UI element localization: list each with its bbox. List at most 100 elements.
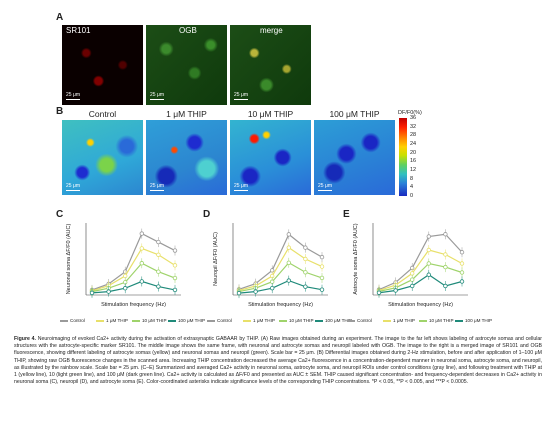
x-axis-label: Stimulation frequency (Hz) bbox=[248, 302, 313, 308]
legend-item: 1 μM THIP bbox=[243, 318, 275, 323]
panel-b-letter: B bbox=[56, 106, 64, 117]
scale-bar bbox=[234, 99, 248, 100]
legend-label: 100 μM THIP bbox=[465, 318, 493, 323]
scale-bar-label: 25 μm bbox=[66, 92, 80, 98]
series-line bbox=[238, 262, 323, 293]
data-point bbox=[172, 248, 178, 253]
data-point bbox=[172, 275, 178, 281]
data-point bbox=[459, 261, 465, 266]
thip10-diff-image: 25 μm bbox=[230, 120, 311, 195]
data-point bbox=[172, 287, 178, 293]
scale-bar-label: 25 μm bbox=[234, 183, 248, 189]
data-point bbox=[156, 284, 161, 289]
merge-title: merge bbox=[260, 26, 283, 35]
legend-item: 100 μM THIP bbox=[168, 318, 205, 323]
scale-bar bbox=[66, 99, 80, 100]
legend-label: 1 μM THIP bbox=[253, 318, 275, 323]
control-title: Control bbox=[88, 109, 117, 119]
scale-bar bbox=[318, 190, 332, 191]
data-point bbox=[122, 273, 128, 279]
scale-bar bbox=[234, 190, 248, 191]
data-point bbox=[286, 245, 291, 250]
data-point bbox=[443, 252, 448, 257]
data-point bbox=[376, 290, 382, 295]
ogb-title: OGB bbox=[179, 26, 197, 35]
scale-bar-label: 25 μm bbox=[150, 92, 164, 98]
series-line bbox=[378, 274, 463, 294]
legend-swatch bbox=[383, 320, 391, 322]
legend-swatch bbox=[315, 320, 323, 322]
series-line bbox=[91, 232, 176, 291]
data-point bbox=[393, 288, 398, 293]
legend-swatch bbox=[455, 320, 463, 322]
legend-label: 1 μM THIP bbox=[393, 318, 415, 323]
thip100-title: 100 μM THIP bbox=[329, 109, 380, 119]
legend-swatch bbox=[60, 320, 68, 322]
legend-item: 100 μM THIP bbox=[455, 318, 492, 323]
legend-item: 100 μM THIP bbox=[315, 318, 352, 323]
legend-item: 10 μM THIP bbox=[132, 318, 167, 323]
data-point bbox=[286, 232, 291, 237]
data-point bbox=[426, 272, 431, 277]
figure-caption: Figure 4. Neuroimaging of evoked Ca2+ ac… bbox=[14, 336, 542, 386]
legend-label: 10 μM THIP bbox=[429, 318, 454, 323]
panel-letter: E bbox=[343, 209, 350, 220]
data-point bbox=[139, 261, 144, 266]
data-point bbox=[139, 231, 144, 236]
legend-swatch bbox=[419, 320, 427, 322]
data-point bbox=[106, 289, 111, 294]
data-point bbox=[410, 277, 415, 282]
data-point bbox=[303, 284, 308, 289]
legend-item: 1 μM THIP bbox=[96, 318, 128, 323]
control-diff-image: 25 μm bbox=[62, 120, 143, 195]
series-line bbox=[91, 247, 176, 292]
legend-label: 100 μM THIP bbox=[178, 318, 206, 323]
data-point bbox=[443, 232, 448, 237]
thip100-diff-image: 25 μm bbox=[314, 120, 395, 195]
data-point bbox=[459, 250, 465, 255]
panel-letter: C bbox=[56, 209, 63, 220]
legend-swatch bbox=[279, 320, 287, 322]
scale-bar bbox=[150, 190, 164, 191]
data-point bbox=[426, 247, 431, 253]
scale-bar bbox=[66, 190, 80, 191]
series-line bbox=[91, 280, 176, 294]
thip1-title: 1 μM THIP bbox=[166, 109, 207, 119]
colorbar bbox=[399, 118, 407, 196]
colorbar-tick: 36 bbox=[410, 115, 417, 121]
data-point bbox=[319, 275, 325, 281]
legend-swatch bbox=[168, 320, 176, 322]
data-point bbox=[443, 283, 448, 289]
series-line bbox=[238, 246, 323, 292]
series-line bbox=[91, 262, 176, 293]
data-point bbox=[459, 270, 465, 275]
sr101-title: SR101 bbox=[66, 26, 91, 35]
data-point bbox=[303, 256, 308, 262]
data-point bbox=[286, 278, 291, 283]
colorbar-tick: 24 bbox=[410, 141, 417, 147]
chart-panel-d: D Neuropil ΔF/F0 (AUC) Stimulation frequen… bbox=[203, 209, 328, 308]
series-line bbox=[238, 279, 323, 294]
thip10-title: 10 μM THIP bbox=[247, 109, 294, 119]
merge-image: merge 25 μm bbox=[230, 25, 311, 105]
series-line bbox=[378, 233, 463, 291]
legend-label: Control bbox=[217, 318, 232, 323]
legend-swatch bbox=[96, 320, 104, 322]
colorbar-title: DF/F0(%) bbox=[398, 110, 422, 116]
colorbar-tick: 8 bbox=[410, 175, 414, 182]
data-point bbox=[286, 260, 291, 265]
scale-bar-label: 25 μm bbox=[150, 183, 164, 189]
data-point bbox=[156, 269, 161, 274]
x-axis-label: Stimulation frequency (Hz) bbox=[388, 302, 453, 308]
colorbar-tick: 12 bbox=[410, 167, 417, 173]
legend-item: 10 μM THIP bbox=[279, 318, 314, 323]
caption-text: Neuroimaging of evoked Ca2+ activity dur… bbox=[14, 336, 542, 386]
data-point bbox=[459, 279, 465, 284]
panel-a-letter: A bbox=[56, 12, 64, 23]
data-point bbox=[236, 290, 242, 296]
legend-label: Control bbox=[357, 318, 372, 323]
legend-item: Control bbox=[207, 318, 232, 323]
thip1-diff-image: 25 μm bbox=[146, 120, 227, 195]
